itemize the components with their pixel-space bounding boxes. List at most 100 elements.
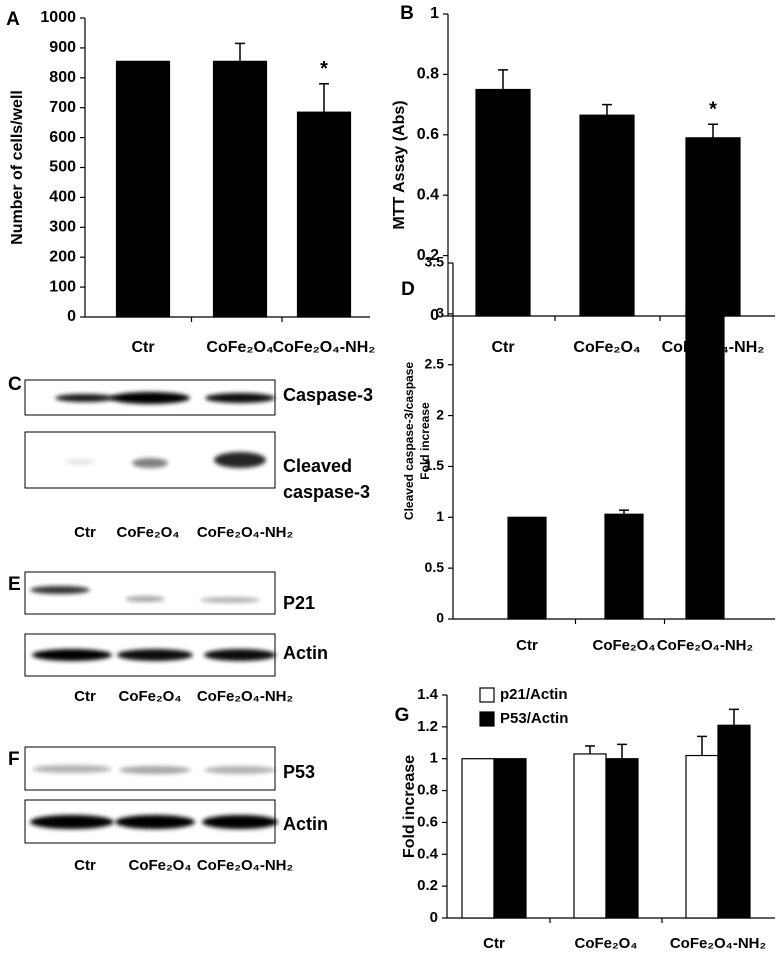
lane-label: Ctr [74, 688, 96, 705]
y-axis-title: Number of cells/well [9, 90, 26, 245]
x-tick-label: CoFe₂O₄-NH₂ [273, 339, 376, 356]
blot-band [214, 452, 266, 468]
panel-letter: E [8, 574, 21, 595]
x-tick-label: CoFe₂O₄ [575, 935, 638, 952]
y-tick-label: 900 [49, 39, 76, 56]
y-tick-label: 200 [49, 248, 76, 265]
lane-label: CoFe₂O₄-NH₂ [197, 688, 293, 705]
lane-label: CoFe₂O₄-NH₂ [197, 524, 293, 541]
blot-image [24, 633, 276, 677]
blot-image [24, 746, 276, 791]
y-tick-label: 3 [436, 305, 444, 321]
y-tick-label: 0.6 [417, 813, 438, 830]
lane-label: CoFe₂O₄ [129, 857, 192, 874]
y-tick-label: 300 [49, 219, 76, 236]
y-tick-label: 100 [49, 278, 76, 295]
blot-band [55, 394, 115, 402]
bar [604, 513, 644, 620]
y-tick-label: 1 [436, 508, 444, 524]
bar [605, 758, 639, 919]
blot-label: P53 [283, 762, 315, 782]
y-tick-label: 1.2 [417, 718, 438, 735]
lane-label: Ctr [74, 857, 96, 874]
significance: * [320, 58, 328, 80]
y-tick-label: 2 [436, 406, 444, 422]
y-tick-label: 0.2 [417, 247, 439, 264]
blot-label: Actin [283, 814, 328, 834]
bar [461, 758, 495, 919]
blot-label: Caspase-3 [283, 385, 373, 405]
y-tick-label: 700 [49, 99, 76, 116]
blot-band [200, 597, 260, 603]
blot-image [24, 571, 276, 615]
bar [573, 753, 607, 919]
blot-label: P21 [283, 593, 315, 613]
blot-band [30, 586, 90, 594]
panel-letter: D [401, 279, 415, 300]
x-tick-label: CoFe₂O₄ [206, 339, 273, 356]
blot-label: Cleaved [283, 456, 352, 476]
y-tick-label: 0 [67, 308, 76, 325]
y-tick-label: 0.2 [417, 877, 438, 894]
blot-band [30, 815, 114, 829]
y-tick-label: 0 [430, 307, 439, 324]
lane-label: CoFe₂O₄-NH₂ [197, 857, 293, 874]
blot-label: caspase-3 [283, 482, 370, 502]
bar [507, 516, 547, 620]
bar [475, 88, 531, 317]
panel-letter: A [6, 9, 20, 30]
blot-band [204, 766, 276, 774]
y-tick-label: 600 [49, 129, 76, 146]
x-tick-label: Ctr [516, 637, 538, 654]
y-tick-label: 500 [49, 159, 76, 176]
blot-band [125, 596, 165, 602]
y-tick-label: 1.4 [417, 686, 439, 703]
blot-band [117, 649, 193, 661]
blot-band [205, 393, 275, 403]
y-tick-label: 400 [49, 189, 76, 206]
blot-band [132, 458, 168, 468]
y-tick-label: 0.4 [417, 186, 439, 203]
significance: * [709, 99, 717, 121]
panel-letter: C [8, 374, 22, 395]
legend-label: p21/Actin [500, 686, 568, 703]
panel-letter: F [8, 749, 20, 770]
y-tick-label: 800 [49, 69, 76, 86]
blot-band [119, 766, 191, 774]
bar [115, 60, 171, 318]
lane-label: CoFe₂O₄ [117, 524, 180, 541]
x-tick-label: Ctr [483, 935, 505, 952]
bar [493, 758, 527, 919]
bar [685, 754, 719, 919]
blot-image [24, 379, 276, 416]
bar [717, 724, 751, 919]
lane-label: Ctr [74, 524, 96, 541]
bar [212, 60, 268, 318]
y-tick-label: 0.4 [417, 845, 439, 862]
y-axis-title: Fold increase [418, 402, 432, 480]
x-tick-label: Ctr [131, 339, 154, 356]
y-tick-label: 3.5 [425, 254, 445, 270]
legend-swatch [479, 711, 495, 727]
significance: ** [697, 268, 713, 290]
y-tick-label: 1 [430, 750, 438, 767]
blot-band [202, 815, 278, 829]
y-tick-label: 1 [430, 5, 439, 22]
y-tick-label: 1.5 [425, 457, 445, 473]
blot-band [110, 392, 190, 404]
x-tick-label: CoFe₂O₄ [593, 637, 656, 654]
bar [685, 137, 741, 317]
blot-image [24, 799, 278, 844]
panel-letter: B [400, 3, 414, 24]
bar [296, 111, 352, 318]
blot-label: Actin [283, 643, 328, 663]
blot-band [32, 765, 112, 773]
y-axis-title: MTT Assay (Abs) [391, 100, 408, 229]
panel-letter: G [395, 705, 410, 726]
blot-band [115, 815, 195, 829]
x-tick-label: CoFe₂O₄-NH₂ [670, 935, 766, 952]
legend-swatch [479, 687, 495, 703]
y-tick-label: 0 [430, 909, 438, 926]
y-tick-label: 0 [436, 610, 444, 626]
